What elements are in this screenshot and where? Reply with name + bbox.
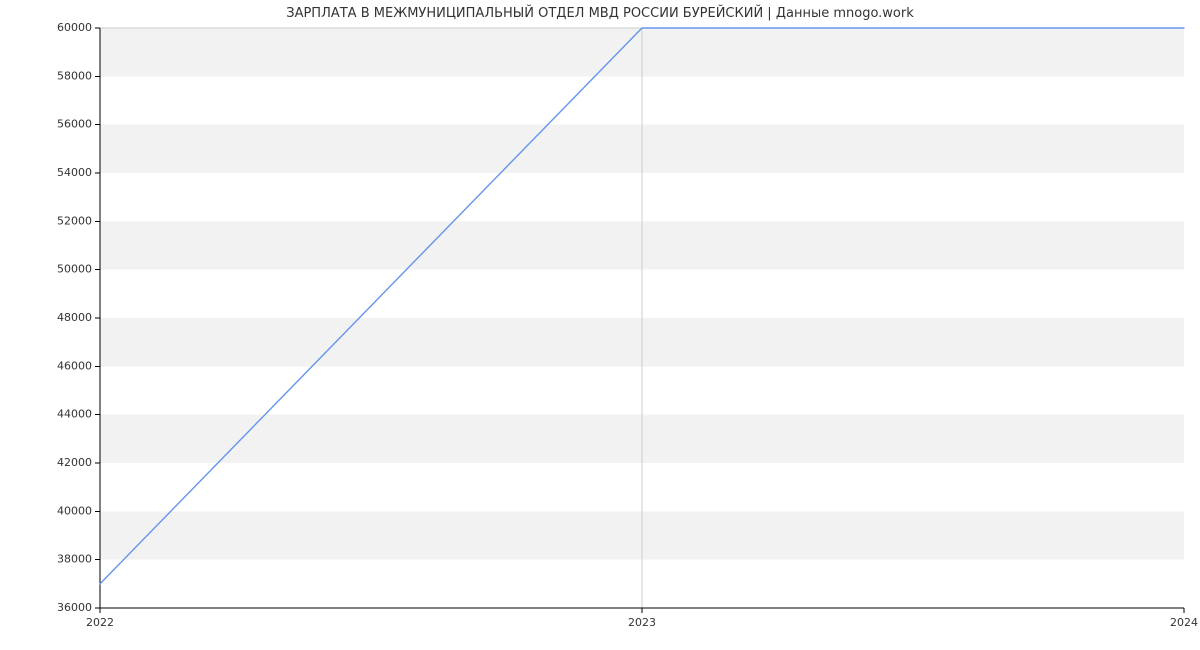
chart-title: ЗАРПЛАТА В МЕЖМУНИЦИПАЛЬНЫЙ ОТДЕЛ МВД РО… — [0, 6, 1200, 21]
svg-text:40000: 40000 — [57, 504, 92, 517]
chart-container: ЗАРПЛАТА В МЕЖМУНИЦИПАЛЬНЫЙ ОТДЕЛ МВД РО… — [0, 0, 1200, 650]
svg-text:58000: 58000 — [57, 69, 92, 82]
svg-text:2023: 2023 — [628, 616, 656, 629]
svg-text:60000: 60000 — [57, 21, 92, 34]
svg-text:38000: 38000 — [57, 553, 92, 566]
svg-text:42000: 42000 — [57, 456, 92, 469]
svg-text:2024: 2024 — [1170, 616, 1198, 629]
svg-text:46000: 46000 — [57, 359, 92, 372]
svg-text:56000: 56000 — [57, 118, 92, 131]
svg-text:36000: 36000 — [57, 601, 92, 614]
svg-text:48000: 48000 — [57, 311, 92, 324]
svg-text:50000: 50000 — [57, 263, 92, 276]
svg-text:54000: 54000 — [57, 166, 92, 179]
line-chart: 36000 38000 40000 42000 44000 46000 48000 50000… — [0, 0, 1200, 650]
svg-text:44000: 44000 — [57, 408, 92, 421]
svg-text:2022: 2022 — [86, 616, 114, 629]
svg-text:52000: 52000 — [57, 214, 92, 227]
